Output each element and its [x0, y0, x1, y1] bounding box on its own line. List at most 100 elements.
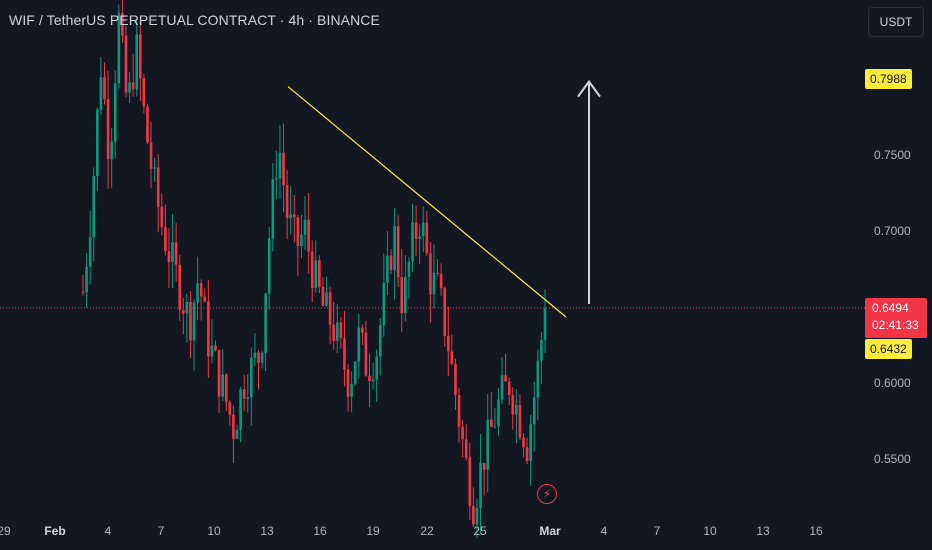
- projection-arrow-head: [577, 79, 601, 98]
- candle-body: [242, 389, 246, 399]
- x-tick-label: 10: [703, 524, 717, 538]
- candle-body: [371, 379, 375, 382]
- candle-body: [404, 276, 407, 314]
- candle-body: [357, 327, 361, 362]
- candle-body: [181, 309, 185, 314]
- x-tick-label: 16: [313, 524, 327, 538]
- candle-body: [500, 375, 504, 400]
- current-price-value: 0.6494: [872, 301, 909, 315]
- candle-body: [314, 260, 318, 288]
- candle-body: [235, 429, 239, 439]
- candle-body: [271, 179, 275, 239]
- candle-body: [239, 389, 242, 430]
- candle-body: [504, 375, 507, 382]
- candle-body: [214, 345, 217, 351]
- candle-body: [124, 35, 128, 93]
- candle-body: [518, 405, 522, 438]
- y-tick-label: 0.7500: [874, 148, 911, 162]
- candle-body: [407, 261, 411, 277]
- candle-body: [307, 219, 310, 252]
- candle-body: [142, 78, 146, 107]
- y-tick-label: 0.6000: [874, 376, 911, 390]
- candle-body: [296, 217, 300, 247]
- candle-body: [418, 236, 421, 239]
- candle-body: [88, 237, 92, 267]
- x-tick-label: 7: [653, 524, 661, 538]
- candle-body: [540, 339, 543, 361]
- candle-body: [361, 327, 364, 333]
- candle-body: [532, 397, 536, 425]
- candle-body: [425, 222, 429, 254]
- candle-body: [515, 405, 518, 415]
- candle-body: [375, 356, 378, 380]
- candle-body: [282, 152, 285, 186]
- candle-body: [267, 238, 271, 294]
- x-tick-label: 29: [0, 524, 11, 538]
- symbol-title[interactable]: WIF / TetherUS PERPETUAL CONTRACT · 4h ·…: [9, 12, 380, 28]
- candle-body: [468, 457, 472, 507]
- candle-body: [171, 242, 174, 262]
- candle-body: [335, 322, 339, 341]
- trendline: [287, 86, 567, 318]
- currency-button[interactable]: USDT: [868, 7, 924, 37]
- candle-body: [96, 109, 99, 177]
- candle-body: [232, 414, 235, 439]
- candle-body: [99, 77, 103, 110]
- candle-body: [543, 307, 547, 340]
- candle-body: [321, 286, 325, 306]
- x-tick-label: 25: [473, 524, 487, 538]
- lightning-icon[interactable]: ⚡: [537, 484, 557, 504]
- x-tick-label: 16: [809, 524, 823, 538]
- candle-body: [135, 34, 139, 90]
- candle-body: [207, 301, 210, 357]
- x-tick-label: 4: [600, 524, 608, 538]
- candle-body: [121, 13, 124, 36]
- candle-body: [81, 291, 85, 293]
- candle-body: [493, 426, 497, 428]
- candle-body: [450, 351, 454, 364]
- candle-body: [275, 178, 278, 180]
- candle-body: [85, 266, 88, 293]
- candle-body: [167, 251, 171, 262]
- candle-body: [443, 288, 447, 337]
- bar-countdown: 02:41:33: [872, 318, 919, 332]
- candle-body: [447, 336, 450, 352]
- candle-body: [386, 255, 389, 283]
- candle-body: [411, 222, 414, 262]
- candle-body: [429, 253, 432, 295]
- x-tick-label: 13: [260, 524, 274, 538]
- y-tick-label: 0.5500: [874, 452, 911, 466]
- candle-body: [117, 13, 121, 84]
- candle-body: [246, 397, 250, 399]
- candle-body: [199, 283, 203, 297]
- candle-body: [368, 375, 371, 382]
- candle-body: [350, 383, 353, 397]
- candle-body: [536, 360, 540, 398]
- candle-body: [221, 374, 224, 397]
- candle-body: [164, 227, 167, 252]
- candle-body: [289, 214, 293, 218]
- candle-body: [475, 507, 479, 525]
- candle-body: [228, 402, 232, 415]
- candle-body: [343, 338, 346, 370]
- candle-body: [92, 176, 96, 238]
- candle-body: [364, 332, 368, 376]
- candle-body: [464, 439, 468, 458]
- candle-body: [128, 82, 131, 93]
- level-price-label: 0.6432: [865, 339, 912, 359]
- candle-body: [300, 234, 303, 247]
- candle-body: [106, 99, 110, 160]
- candle-body: [153, 167, 156, 169]
- target-price-label: 0.7988: [865, 69, 912, 89]
- candle-body: [131, 82, 135, 90]
- x-tick-label: 10: [207, 524, 221, 538]
- candle-body: [482, 462, 486, 470]
- candle-body: [353, 361, 357, 384]
- candle-body: [325, 292, 328, 306]
- candle-body: [489, 419, 493, 427]
- candle-body: [486, 419, 489, 470]
- candle-body: [436, 272, 439, 274]
- candle-body: [432, 272, 436, 295]
- candle-body: [303, 219, 307, 235]
